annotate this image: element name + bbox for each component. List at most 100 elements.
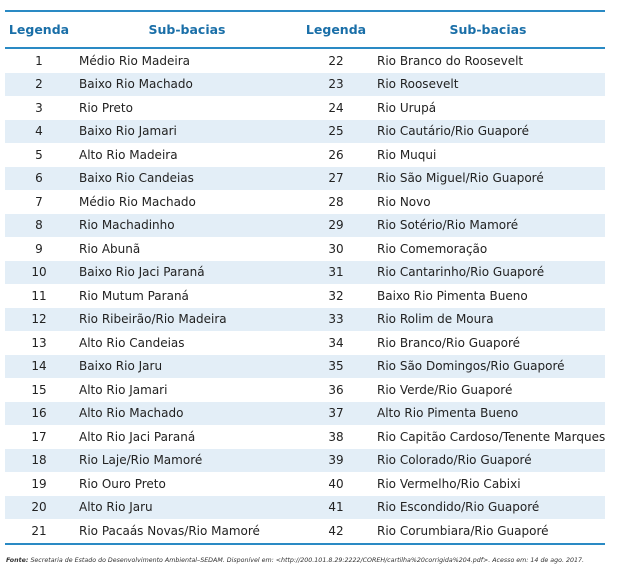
legend-cell: 23 (328, 77, 344, 92)
subbasin-cell: Rio Corumbiara/Rio Guaporé (377, 523, 549, 538)
subbasin-cell: Baixo Rio Jamari (79, 124, 177, 139)
subbasin-cell: Rio Preto (79, 100, 133, 115)
subbasin-cell: Baixo Rio Machado (79, 77, 193, 92)
subbasin-cell: Rio Mutum Paraná (79, 288, 189, 303)
table-row: 1 Médio Rio Madeira 22 Rio Branco do Roosev… (5, 48, 605, 73)
subbasin-cell: Baixo Rio Pimenta Bueno (377, 288, 528, 303)
table-row: 21 Rio Pacaás Novas/Rio Mamoré 42 Rio Corum… (5, 519, 605, 544)
legend-cell: 19 (31, 476, 47, 491)
subbasin-cell: Rio São Miguel/Rio Guaporé (377, 171, 544, 186)
header-cell: Sub-bacias (148, 22, 226, 37)
header-cell: Sub-bacias (449, 22, 527, 37)
subbasin-cell: Rio Ribeirão/Rio Madeira (79, 312, 227, 327)
legend-cell: 35 (328, 359, 344, 374)
legend-cell: 11 (31, 288, 47, 303)
legend-cell: 26 (328, 147, 344, 162)
subbasin-cell: Baixo Rio Candeias (79, 171, 194, 186)
legend-cell: 14 (31, 359, 47, 374)
subbasin-cell: Rio Colorado/Rio Guaporé (377, 453, 532, 468)
legend-cell: 22 (328, 53, 344, 68)
subbasin-cell: Alto Rio Machado (79, 406, 184, 421)
table-row: 6 Baixo Rio Candeias 27 Rio São Miguel/Rio … (5, 166, 605, 190)
legend-cell: 32 (328, 288, 344, 303)
table-row: 9 Rio Abunã 30 Rio Comemoração (5, 237, 605, 261)
legend-cell: 25 (328, 124, 344, 139)
subbasin-cell: Alto Rio Jaru (79, 500, 153, 515)
subbasin-cell: Rio Cantarinho/Rio Guaporé (377, 265, 545, 280)
subbasin-cell: Alto Rio Jaci Paraná (79, 429, 196, 444)
table-row: 15 Alto Rio Jamari 36 Rio Verde/Rio Guaporé (5, 378, 605, 402)
table-row: 8 Rio Machadinho 29 Rio Sotério/Rio Mamoré (5, 213, 605, 237)
subbasin-cell: Rio Pacaás Novas/Rio Mamoré (79, 523, 260, 538)
subbasin-cell: Rio Comemoração (377, 241, 488, 256)
legend-cell: 5 (35, 147, 43, 162)
subbasin-cell: Rio Abunã (79, 241, 141, 256)
legend-cell: 38 (328, 429, 344, 444)
legend-cell: 24 (328, 100, 344, 115)
subbasin-cell: Baixo Rio Jaci Paraná (79, 265, 205, 280)
table-row: 19 Rio Ouro Preto 40 Rio Vermelho/Rio Cabix… (5, 472, 605, 496)
legend-cell: 18 (31, 453, 47, 468)
subbasin-cell: Rio Rolim de Moura (377, 312, 494, 327)
table-row: 12 Rio Ribeirão/Rio Madeira 33 Rio Rolim de… (5, 307, 605, 331)
legend-cell: 1 (35, 53, 43, 68)
legend-cell: 20 (31, 500, 47, 515)
legend-cell: 41 (328, 500, 344, 515)
legend-cell: 6 (35, 171, 43, 186)
legend-cell: 15 (31, 382, 47, 397)
subbasin-cell: Alto Rio Jamari (79, 382, 168, 397)
subbasin-cell: Rio São Domingos/Rio Guaporé (377, 359, 565, 374)
legend-cell: 33 (328, 312, 344, 327)
table-row: 3 Rio Preto 24 Rio Urupá (5, 96, 605, 120)
table-row: 16 Alto Rio Machado 37 Alto Rio Pimenta Bue… (5, 401, 605, 425)
legend-cell: 2 (35, 77, 43, 92)
legend-cell: 42 (328, 523, 344, 538)
table-row: 2 Baixo Rio Machado 23 Rio Roosevelt (5, 72, 605, 96)
legend-cell: 29 (328, 218, 344, 233)
legend-cell: 30 (328, 241, 344, 256)
legend-cell: 16 (31, 406, 47, 421)
legend-cell: 27 (328, 171, 344, 186)
legend-cell: 9 (35, 241, 43, 256)
table-row: 10 Baixo Rio Jaci Paraná 31 Rio Cantarinho/… (5, 260, 605, 284)
subbasin-cell: Rio Ouro Preto (79, 476, 166, 491)
subbasin-cell: Rio Escondido/Rio Guaporé (377, 500, 540, 515)
subbasin-cell: Alto Rio Candeias (79, 335, 185, 350)
subbasin-cell: Rio Laje/Rio Mamoré (79, 453, 203, 468)
table-row: 20 Alto Rio Jaru 41 Rio Escondido/Rio Guapo… (5, 495, 605, 519)
legend-cell: 40 (328, 476, 344, 491)
subbasin-cell: Baixo Rio Jaru (79, 359, 163, 374)
table-wrap: Legenda Sub-bacias Legenda Sub-bacias 1 M… (5, 10, 605, 545)
legend-cell: 36 (328, 382, 344, 397)
table: Legenda Sub-bacias Legenda Sub-bacias 1 M… (5, 10, 605, 545)
subbasin-cell: Rio Branco/Rio Guaporé (377, 335, 521, 350)
subbasin-cell: Rio Branco do Roosevelt (377, 53, 524, 68)
subbasin-cell: Médio Rio Machado (79, 194, 196, 209)
legend-cell: 3 (35, 100, 43, 115)
table-row: 13 Alto Rio Candeias 34 Rio Branco/Rio Guap… (5, 331, 605, 355)
source-text: Secretaria de Estado do Desenvolvimento … (30, 557, 585, 564)
table-row: 4 Baixo Rio Jamari 25 Rio Cautário/Rio Guap… (5, 119, 605, 143)
subbasin-cell: Rio Vermelho/Rio Cabixi (377, 476, 521, 491)
subbasin-cell: Rio Urupá (377, 100, 437, 115)
table-row: 11 Rio Mutum Paraná 32 Baixo Rio Pimenta Bu… (5, 284, 605, 308)
subbasin-cell: Rio Verde/Rio Guaporé (377, 382, 513, 397)
subbasin-cell: Médio Rio Madeira (79, 53, 190, 68)
subbasin-cell: Rio Machadinho (79, 218, 175, 233)
subbasin-cell: Rio Muqui (377, 147, 437, 162)
subbasin-cell: Rio Sotério/Rio Mamoré (377, 218, 519, 233)
source-note: Fonte: Secretaria de Estado do Desenvolv… (6, 557, 618, 564)
legend-cell: 8 (35, 218, 43, 233)
legend-cell: 31 (328, 265, 344, 280)
header-cell: Legenda (305, 22, 367, 37)
legend-cell: 28 (328, 194, 344, 209)
legend-cell: 4 (35, 124, 43, 139)
legend-cell: 17 (31, 429, 47, 444)
legend-cell: 34 (328, 335, 344, 350)
table-row: 5 Alto Rio Madeira 26 Rio Muqui (5, 143, 605, 167)
subbasin-cell: Rio Capitão Cardoso/Tenente Marques (377, 429, 606, 444)
table-row: 14 Baixo Rio Jaru 35 Rio São Domingos/Rio G… (5, 354, 605, 378)
legend-cell: 37 (328, 406, 344, 421)
legend-cell: 10 (31, 265, 47, 280)
